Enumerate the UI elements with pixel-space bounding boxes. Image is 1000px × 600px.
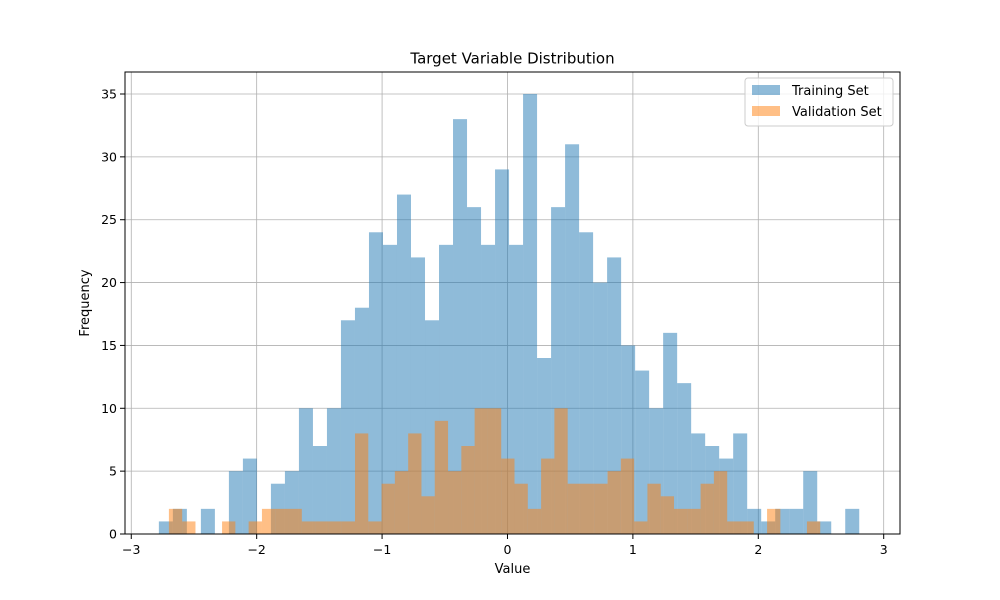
validation-bar-16 [381,483,395,534]
validation-bar-18 [408,433,422,534]
validation-bar-12 [328,521,342,534]
training-bar-32 [607,257,622,534]
validation-bar-23 [474,408,488,534]
y-tick-label-5: 25 [101,212,117,227]
training-bar-3 [200,508,215,534]
training-bar-11 [312,446,327,534]
validation-bar-15 [368,521,382,534]
validation-bar-22 [461,446,475,534]
validation-bar-41 [713,471,728,534]
validation-bar-4 [222,521,236,534]
validation-bar-24 [487,408,502,534]
validation-bar-19 [421,496,435,534]
validation-bar-0 [168,508,183,534]
training-bar-49 [845,508,860,534]
validation-bar-26 [514,483,528,534]
training-bar-5 [228,471,243,534]
validation-bar-31 [580,483,595,534]
y-tick-label-6: 30 [101,149,117,164]
x-tick-label-4: 1 [629,542,637,557]
training-bar-41 [733,433,748,534]
training-bar-47 [817,521,832,534]
validation-bar-36 [647,483,661,534]
y-tick-label-1: 5 [109,464,117,479]
training-bar-30 [579,232,594,535]
validation-bar-43 [740,521,754,534]
validation-bar-11 [315,521,329,534]
x-tick-label-0: −3 [122,542,140,557]
validation-bar-30 [567,483,581,534]
y-tick-label-0: 0 [109,527,117,542]
validation-bar-8 [275,508,289,534]
legend: Training Set Validation Set [744,77,894,127]
bars [158,94,860,535]
y-tick-label-3: 15 [101,338,117,353]
validation-bar-33 [607,471,621,534]
training-bar-46 [803,471,818,534]
validation-bar-21 [448,471,462,534]
validation-bar-29 [554,408,568,534]
validation-bar-32 [594,483,608,534]
validation-bar-20 [434,420,449,534]
validation-bar-37 [660,496,675,534]
training-bar-26 [523,94,538,534]
validation-bar-10 [301,521,316,534]
chart-title: Target Variable Distribution [409,50,614,68]
validation-bar-27 [527,508,542,534]
x-tick-label-6: 3 [880,542,888,557]
training-bar-6 [242,458,257,534]
validation-bar-48 [806,521,821,534]
validation-bar-17 [394,471,409,534]
validation-bar-34 [620,458,635,534]
x-tick-label-1: −2 [247,542,265,557]
validation-bar-7 [261,508,276,534]
validation-bar-38 [674,508,688,534]
x-tick-label-3: 0 [504,542,512,557]
validation-bar-28 [541,458,555,534]
training-bar-16 [382,244,397,534]
legend-box [744,77,894,127]
training-bar-13 [340,320,355,534]
training-bar-36 [663,332,678,534]
x-tick-label-5: 2 [754,542,762,557]
training-bar-29 [565,144,580,535]
validation-bar-45 [767,508,781,534]
validation-bar-9 [288,508,302,534]
training-bar-31 [593,282,608,534]
training-bar-12 [326,408,341,534]
legend-label-training: Training Set [791,84,869,99]
y-tick-label-4: 20 [101,275,117,290]
validation-bar-39 [687,508,701,534]
x-axis-label: Value [495,562,531,577]
validation-bar-25 [501,458,515,534]
legend-swatch-validation [752,106,780,116]
x-tick-label-2: −1 [373,542,391,557]
validation-bar-1 [182,521,196,534]
validation-bar-6 [248,521,262,534]
validation-bar-14 [354,433,369,534]
training-bar-15 [368,232,383,535]
training-bar-10 [298,408,313,534]
plot-frame [124,71,901,535]
validation-bar-35 [634,521,648,534]
legend-swatch-training [752,85,780,95]
validation-bar-42 [727,521,741,534]
y-axis-label: Frequency [78,269,93,336]
y-tick-label-2: 10 [101,401,117,416]
training-bar-17 [396,194,411,535]
training-bar-37 [677,383,692,534]
grid [125,72,900,535]
training-bar-21 [453,119,468,535]
y-tick-label-7: 35 [101,87,117,102]
validation-bar-40 [700,483,714,534]
training-bar-34 [635,370,650,534]
legend-label-validation: Validation Set [792,105,882,120]
training-bar-45 [789,508,804,534]
validation-bar-13 [341,521,355,534]
